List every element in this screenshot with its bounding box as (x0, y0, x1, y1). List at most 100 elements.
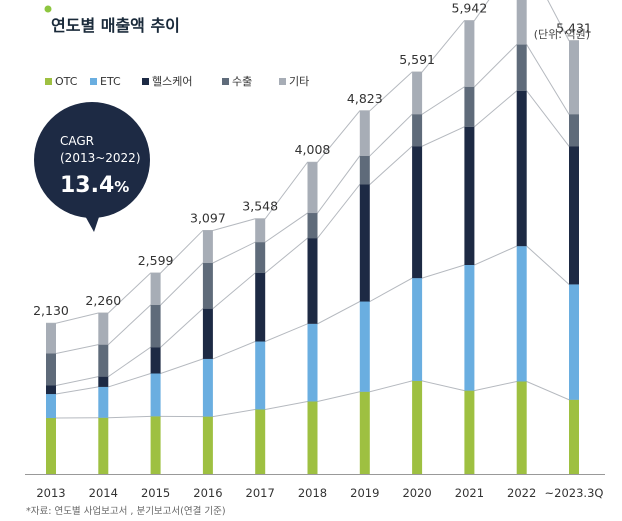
legend-label-3: 수출 (232, 75, 252, 88)
bar-segment-0-4 (46, 323, 56, 354)
title-dot-icon (44, 5, 52, 13)
bar-segment-0-0 (46, 418, 56, 474)
legend-swatch-3 (222, 78, 229, 85)
total-label-0: 2,130 (33, 303, 69, 318)
bar-segment-1-1 (98, 386, 109, 418)
x-tick-7: 2020 (402, 486, 431, 500)
x-axis-ticks: 2013 2014 2015 2016 2017 2018 2019 2020 2021 2022… (36, 486, 603, 500)
x-tick-3: 2016 (193, 486, 222, 500)
bar-segment-6-3 (359, 155, 370, 185)
chart-title: 연도별 매출액 추이 (51, 16, 180, 35)
bar-segment-5-4 (307, 162, 318, 214)
bar-segment-10-3 (569, 114, 579, 147)
legend-label-4: 기타 (289, 75, 309, 88)
total-label-6: 4,823 (347, 91, 383, 106)
bar-segment-2-3 (150, 304, 161, 348)
cagr-label: CAGR (60, 134, 94, 148)
bar-segment-5-1 (307, 323, 318, 402)
cagr-bubble-pointer (84, 214, 100, 232)
bar-segment-0-1 (46, 394, 56, 419)
bar-segment-3-0 (202, 416, 213, 474)
bar-segment-8-0 (464, 390, 475, 474)
total-label-4: 3,548 (242, 199, 278, 214)
bar-segment-7-2 (412, 146, 423, 279)
source-note: *자료: 연도별 사업보고서 , 분기보고서(연결 기준) (26, 505, 226, 517)
legend-label-2: 헬스케어 (152, 75, 192, 88)
bar-segment-3-4 (202, 230, 213, 263)
bar-segment-9-3 (516, 44, 527, 91)
x-tick-2: 2015 (141, 486, 170, 500)
total-label-5: 4,008 (295, 142, 331, 157)
cagr-value-line: 13.4% (60, 173, 129, 198)
bar-segment-2-1 (150, 373, 161, 417)
bar-segment-6-4 (359, 110, 370, 156)
total-label-7: 5,591 (399, 52, 435, 67)
total-label-10: 5,431 (556, 21, 592, 36)
bar-segment-10-0 (569, 399, 579, 474)
x-tick-5: 2018 (298, 486, 327, 500)
bar-segment-9-2 (516, 90, 527, 247)
bar-segment-3-2 (202, 308, 213, 359)
bar-segment-10-4 (569, 40, 579, 115)
cagr-value: 13.4 (60, 173, 114, 198)
bar-segment-1-2 (98, 376, 109, 387)
bar-segment-4-3 (255, 242, 266, 273)
cagr-period: (2013~2022) (60, 151, 141, 165)
cagr-bubble: CAGR (2013~2022) 13.4% (34, 102, 150, 232)
bar-segment-9-4 (516, 0, 527, 45)
total-label-3: 3,097 (190, 210, 226, 225)
bar-segment-10-2 (569, 146, 579, 285)
x-tick-1: 2014 (89, 486, 118, 500)
unit-label: (단위: 억원) (534, 28, 590, 41)
x-tick-4: 2017 (246, 486, 275, 500)
bar-segment-1-3 (98, 344, 109, 377)
bar-segment-4-1 (255, 341, 266, 410)
bar-segment-2-2 (150, 347, 161, 374)
cagr-unit: % (114, 178, 129, 196)
x-tick-10: ~2023.3Q (545, 486, 604, 500)
bar-segment-6-0 (359, 391, 370, 474)
x-tick-9: 2022 (507, 486, 536, 500)
bar-segment-3-1 (202, 358, 213, 417)
bar-segment-7-0 (412, 380, 423, 474)
x-tick-0: 2013 (36, 486, 65, 500)
bar-segment-0-3 (46, 353, 56, 386)
total-label-8: 5,942 (452, 1, 488, 16)
legend-swatch-4 (279, 78, 286, 85)
bar-segment-1-4 (98, 312, 109, 345)
bar-segment-1-0 (98, 417, 109, 474)
bar-segment-7-3 (412, 114, 423, 147)
bar-segment-10-1 (569, 284, 579, 400)
total-labels: 2,130 2,260 2,599 3,097 3,548 4,008 4,823 5,591… (33, 1, 592, 319)
cagr-bubble-circle (34, 102, 150, 218)
bar-segment-0-2 (46, 385, 56, 395)
bar-segment-3-3 (202, 262, 213, 309)
x-tick-6: 2019 (350, 486, 379, 500)
bars (46, 0, 579, 474)
legend-swatch-0 (45, 78, 52, 85)
legend-swatch-1 (90, 78, 97, 85)
bar-segment-4-0 (255, 409, 266, 474)
legend: OTC ETC 헬스케어 수출 기타 (45, 75, 309, 88)
bar-segment-5-3 (307, 213, 318, 239)
bar-segment-7-4 (412, 71, 423, 115)
legend-label-1: ETC (100, 75, 121, 88)
bar-segment-8-4 (464, 20, 475, 87)
x-tick-8: 2021 (455, 486, 484, 500)
total-label-2: 2,599 (138, 253, 174, 268)
bar-segment-2-4 (150, 272, 161, 305)
bar-segment-5-2 (307, 238, 318, 324)
bar-segment-9-0 (516, 381, 527, 474)
bar-segment-6-2 (359, 184, 370, 302)
bar-segment-6-1 (359, 301, 370, 392)
bar-segment-8-3 (464, 86, 475, 127)
bar-segment-5-0 (307, 401, 318, 474)
total-label-1: 2,260 (85, 293, 121, 308)
bar-segment-7-1 (412, 278, 423, 381)
bar-segment-4-2 (255, 272, 266, 342)
bar-segment-8-2 (464, 126, 475, 265)
bar-segment-9-1 (516, 246, 527, 382)
legend-label-0: OTC (55, 75, 78, 88)
legend-swatch-2 (142, 78, 149, 85)
